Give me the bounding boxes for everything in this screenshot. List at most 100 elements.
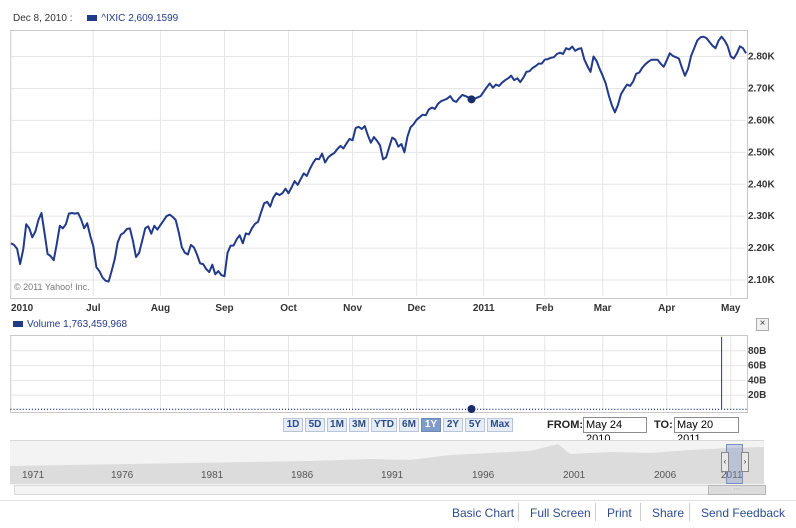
navigator-scroll-thumb[interactable]: ⋯ xyxy=(708,485,766,495)
volume-bar xyxy=(724,408,726,410)
volume-bar xyxy=(126,408,128,410)
navigator-scrollbar[interactable] xyxy=(14,485,766,495)
range-button-max[interactable]: Max xyxy=(487,418,513,432)
volume-bar xyxy=(129,408,131,410)
volume-chart[interactable]: 20B 40B 60B 80B xyxy=(0,0,796,420)
volume-bar xyxy=(144,408,146,410)
volume-bar xyxy=(10,408,12,410)
close-icon: × xyxy=(759,318,766,329)
volume-bar xyxy=(422,408,424,410)
grip-icon: ⋯ xyxy=(733,486,741,493)
close-volume-button[interactable]: × xyxy=(756,318,769,331)
volume-bar xyxy=(105,408,107,410)
volume-bar xyxy=(589,408,591,410)
volume-bar xyxy=(434,408,436,410)
navigator-left-handle[interactable]: ‹ xyxy=(721,452,729,472)
volume-bar xyxy=(205,408,207,410)
price-y-tick-label: 2.50K xyxy=(748,147,775,158)
volume-bar xyxy=(56,408,58,410)
volume-bar xyxy=(62,408,64,410)
volume-bar xyxy=(727,408,729,410)
volume-bar xyxy=(65,408,67,410)
range-button-6m[interactable]: 6M xyxy=(399,418,419,432)
volume-bar xyxy=(708,408,710,410)
range-selector: 1D 5D 1M 3M YTD 6M 1Y 2Y 5Y Max xyxy=(283,418,533,432)
volume-bar xyxy=(345,408,347,410)
volume-bar xyxy=(132,408,134,410)
volume-bar xyxy=(641,408,643,410)
volume-bar xyxy=(169,408,171,410)
volume-bar xyxy=(535,408,537,410)
navigator-right-handle[interactable]: › xyxy=(741,452,749,472)
range-button-3m[interactable]: 3M xyxy=(349,418,369,432)
volume-bar xyxy=(498,408,500,410)
volume-bar xyxy=(162,408,164,410)
range-button-1y[interactable]: 1Y xyxy=(421,418,441,432)
volume-bar xyxy=(13,408,15,410)
volume-bar xyxy=(367,408,369,410)
volume-bar xyxy=(565,408,567,410)
volume-bar xyxy=(428,408,430,410)
volume-bar xyxy=(376,408,378,410)
price-x-tick-label: Mar xyxy=(594,303,612,314)
volume-bar xyxy=(495,408,497,410)
volume-bar xyxy=(22,408,24,410)
to-date-input[interactable]: May 20 2011 xyxy=(674,417,739,445)
volume-bar xyxy=(361,408,363,410)
volume-bar xyxy=(53,408,55,410)
volume-bar xyxy=(620,408,622,410)
volume-bar xyxy=(458,408,460,410)
volume-bar xyxy=(135,408,137,410)
share-link[interactable]: Share xyxy=(652,506,685,520)
volume-bar xyxy=(553,408,555,410)
range-button-1d[interactable]: 1D xyxy=(283,418,303,432)
basic-chart-link[interactable]: Basic Chart xyxy=(452,506,515,520)
range-button-2y[interactable]: 2Y xyxy=(443,418,463,432)
volume-bar xyxy=(446,408,448,410)
to-label: TO: xyxy=(654,419,673,431)
volume-bar xyxy=(739,408,741,410)
send-feedback-link[interactable]: Send Feedback xyxy=(701,506,786,520)
copyright-text: © 2011 Yahoo! Inc. xyxy=(14,282,90,292)
volume-bar xyxy=(605,408,607,410)
range-button-1m[interactable]: 1M xyxy=(327,418,347,432)
volume-bar xyxy=(513,408,515,410)
volume-bar xyxy=(101,408,103,410)
volume-bar xyxy=(181,408,183,410)
volume-bar xyxy=(327,408,329,410)
price-x-tick-label: Oct xyxy=(280,303,297,314)
volume-legend: Volume 1,763,459,968 xyxy=(13,319,127,330)
range-button-5y[interactable]: 5Y xyxy=(465,418,485,432)
volume-bar xyxy=(431,408,433,410)
volume-bar xyxy=(141,408,143,410)
print-link[interactable]: Print xyxy=(607,506,632,520)
volume-bar xyxy=(501,408,503,410)
volume-y-tick-label: 40B xyxy=(748,375,766,386)
price-y-axis: 2.10K 2.20K 2.30K 2.40K 2.50K 2.60K 2.70K 2.80K xyxy=(748,52,775,286)
volume-bar xyxy=(202,408,204,410)
navigator-year-label: 1996 xyxy=(472,470,495,481)
volume-bar xyxy=(245,408,247,410)
from-label: FROM: xyxy=(547,419,584,431)
volume-bar xyxy=(80,408,82,410)
volume-bar xyxy=(263,408,265,410)
price-chart[interactable]: 2.10K 2.20K 2.30K 2.40K 2.50K 2.60K 2.70K 2.80K… xyxy=(0,0,796,320)
volume-bar xyxy=(577,408,579,410)
volume-bar xyxy=(461,408,463,410)
volume-bar xyxy=(318,408,320,410)
from-date-input[interactable]: May 24 2010 xyxy=(583,417,647,445)
volume-bar xyxy=(672,408,674,410)
full-screen-link[interactable]: Full Screen xyxy=(530,506,591,520)
volume-bar xyxy=(312,408,314,410)
volume-bar xyxy=(193,408,195,410)
volume-bar xyxy=(187,408,189,410)
volume-bar xyxy=(705,408,707,410)
price-series-line xyxy=(10,35,747,283)
volume-bar xyxy=(223,408,225,410)
volume-y-axis: 20B 40B 60B 80B xyxy=(748,346,766,401)
volume-bar xyxy=(669,408,671,410)
range-button-5d[interactable]: 5D xyxy=(305,418,325,432)
volume-bar xyxy=(635,408,637,410)
volume-bar xyxy=(342,408,344,410)
range-button-ytd[interactable]: YTD xyxy=(371,418,397,432)
